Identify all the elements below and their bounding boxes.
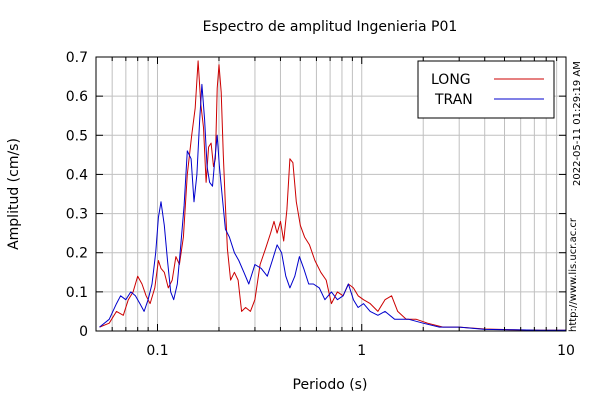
legend-label-tran: TRAN: [434, 92, 473, 108]
legend: LONG TRAN: [417, 60, 555, 119]
series-line-long: [99, 60, 566, 331]
axis-ticks: 0 0.1 0.2 0.3 0.4 0.5 0.6 0.7 0.1 1 10: [66, 50, 575, 359]
y-tick-label: 0: [79, 324, 88, 340]
y-tick-label: 0.1: [66, 285, 88, 301]
chart-title: Espectro de amplitud Ingenieria P01: [203, 19, 458, 35]
source-url-note: http://www.lis.ucr.ac.cr: [568, 218, 579, 332]
y-tick-label: 0.7: [66, 50, 88, 66]
y-tick-label: 0.6: [66, 89, 88, 105]
plot-frame: [95, 56, 567, 332]
x-tick-label: 0.1: [146, 343, 168, 359]
y-tick-label: 0.3: [66, 207, 88, 223]
legend-label-long: LONG: [431, 72, 471, 88]
legend-box: [417, 60, 555, 119]
x-axis-label: Periodo (s): [293, 377, 368, 393]
y-tick-label: 0.5: [66, 128, 88, 144]
series-lines: [99, 60, 566, 331]
x-tick-label: 10: [557, 343, 575, 359]
y-tick-label: 0.2: [66, 246, 88, 262]
series-line-tran: [99, 83, 566, 331]
grid-lines: [96, 57, 566, 331]
y-axis-label: Amplitud (cm/s): [6, 138, 22, 250]
timestamp-note: 2022-05-11 01:29:19 AM: [572, 61, 583, 186]
x-tick-label: 1: [357, 343, 366, 359]
y-tick-label: 0.4: [66, 167, 88, 183]
